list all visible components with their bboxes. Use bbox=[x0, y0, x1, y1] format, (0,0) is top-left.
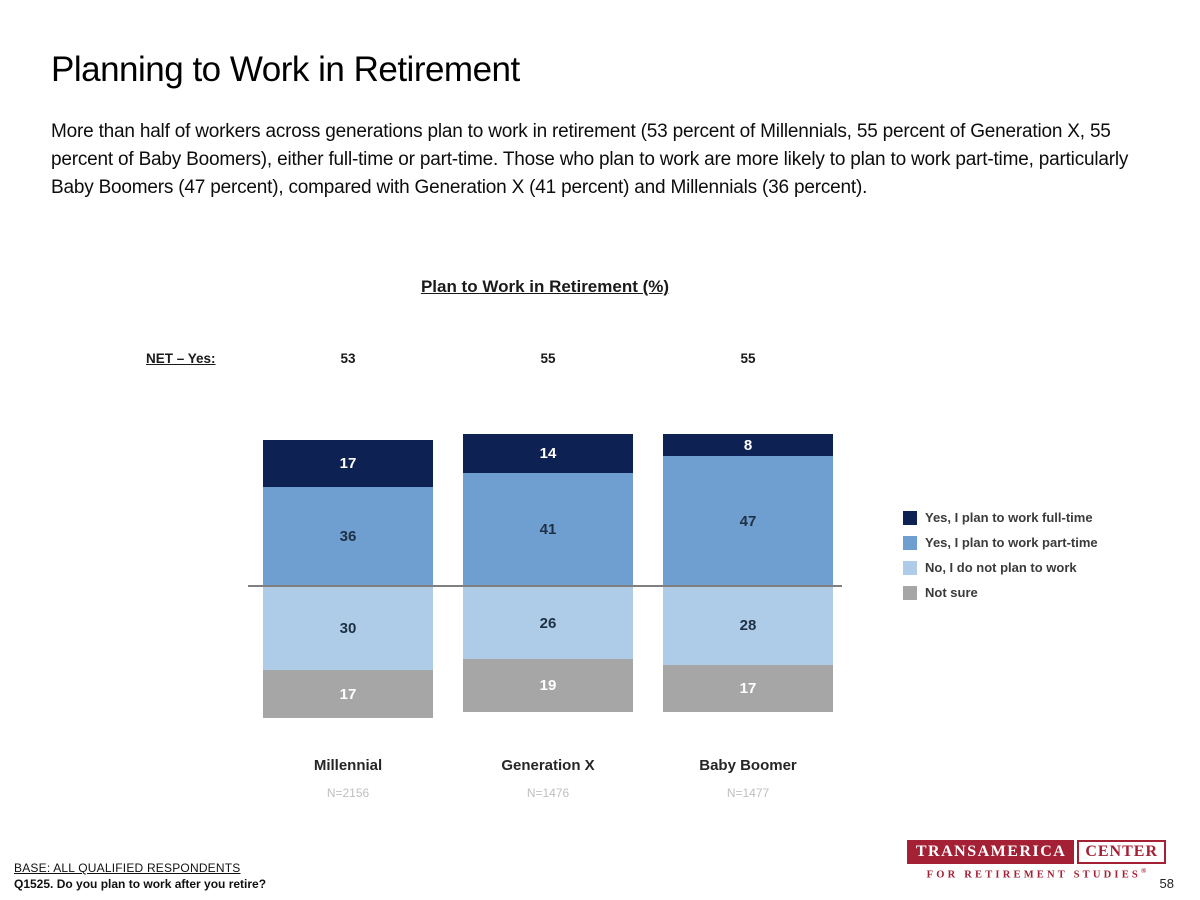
sample-size-label: N=1476 bbox=[526, 786, 570, 800]
registered-mark: ® bbox=[1140, 867, 1147, 875]
logo-primary-wordmark: TRANSAMERICA bbox=[906, 840, 1075, 864]
segment-value-label: 17 bbox=[339, 454, 357, 472]
legend-item: No, I do not plan to work bbox=[903, 560, 1098, 575]
segment-value-label: 36 bbox=[339, 528, 357, 546]
segment-value-label: 17 bbox=[339, 685, 357, 703]
question-note: Q1525. Do you plan to work after you ret… bbox=[14, 877, 267, 891]
baseline-rule bbox=[248, 585, 842, 587]
bar-segment: 30 bbox=[263, 586, 433, 671]
legend-label: Yes, I plan to work part-time bbox=[925, 535, 1098, 550]
legend-swatch bbox=[903, 585, 917, 600]
legend-item: Yes, I plan to work full-time bbox=[903, 510, 1098, 525]
legend-swatch bbox=[903, 535, 917, 550]
bar-baby-boomer: 8 47 28 17 bbox=[663, 434, 833, 713]
page-number: 58 bbox=[1159, 876, 1174, 891]
chart-title: Plan to Work in Retirement (%) bbox=[420, 277, 670, 296]
sample-size-label: N=1477 bbox=[726, 786, 770, 800]
logo-secondary-wordmark: CENTER bbox=[1077, 840, 1166, 864]
base-note: BASE: ALL QUALIFIED RESPONDENTS bbox=[14, 861, 241, 875]
bar-segment: 41 bbox=[463, 473, 633, 587]
net-yes-label: NET – Yes: bbox=[146, 351, 216, 366]
legend-swatch bbox=[903, 560, 917, 575]
net-value: 53 bbox=[340, 351, 356, 366]
legend-label: Not sure bbox=[925, 585, 978, 600]
logo-tagline: FOR RETIREMENT STUDIES® bbox=[907, 867, 1166, 881]
intro-paragraph: More than half of workers across generat… bbox=[51, 121, 1129, 198]
segment-value-label: 19 bbox=[539, 677, 557, 695]
legend-label: Yes, I plan to work full-time bbox=[925, 510, 1093, 525]
transamerica-center-logo: TRANSAMERICA CENTER FOR RETIREMENT STUDI… bbox=[906, 840, 1166, 881]
segment-value-label: 47 bbox=[739, 513, 757, 531]
category-label: Millennial bbox=[313, 757, 383, 774]
logo-row: TRANSAMERICA CENTER bbox=[906, 840, 1166, 864]
segment-value-label: 28 bbox=[739, 617, 757, 635]
segment-value-label: 41 bbox=[539, 521, 557, 539]
bar-millennial: 17 36 30 17 bbox=[263, 439, 433, 718]
bar-segment: 36 bbox=[263, 486, 433, 587]
page-title: Planning to Work in Retirement bbox=[51, 50, 520, 89]
logo-tagline-text: FOR RETIREMENT STUDIES bbox=[926, 869, 1141, 881]
segment-value-label: 30 bbox=[339, 620, 357, 638]
bar-segment: 28 bbox=[663, 586, 833, 665]
bar-segment: 8 bbox=[663, 434, 833, 457]
legend-label: No, I do not plan to work bbox=[925, 560, 1077, 575]
segment-value-label: 8 bbox=[743, 436, 753, 454]
bar-generation-x: 14 41 26 19 bbox=[463, 434, 633, 713]
bar-segment: 17 bbox=[663, 664, 833, 713]
bar-segment: 17 bbox=[263, 439, 433, 487]
bar-segment: 17 bbox=[263, 670, 433, 718]
segment-value-label: 14 bbox=[539, 445, 557, 463]
legend-item: Not sure bbox=[903, 585, 1098, 600]
bar-segment: 47 bbox=[663, 456, 833, 587]
segment-value-label: 17 bbox=[739, 679, 757, 697]
net-value: 55 bbox=[740, 351, 756, 366]
category-label: Baby Boomer bbox=[699, 757, 797, 774]
chart-legend: Yes, I plan to work full-time Yes, I plan… bbox=[903, 510, 1098, 610]
legend-swatch bbox=[903, 510, 917, 525]
bar-segment: 14 bbox=[463, 434, 633, 473]
sample-size-label: N=2156 bbox=[326, 786, 370, 800]
legend-item: Yes, I plan to work part-time bbox=[903, 535, 1098, 550]
segment-value-label: 26 bbox=[539, 614, 557, 632]
bar-segment: 26 bbox=[463, 586, 633, 660]
bar-segment: 19 bbox=[463, 659, 633, 713]
net-value: 55 bbox=[540, 351, 556, 366]
category-label: Generation X bbox=[501, 757, 595, 774]
